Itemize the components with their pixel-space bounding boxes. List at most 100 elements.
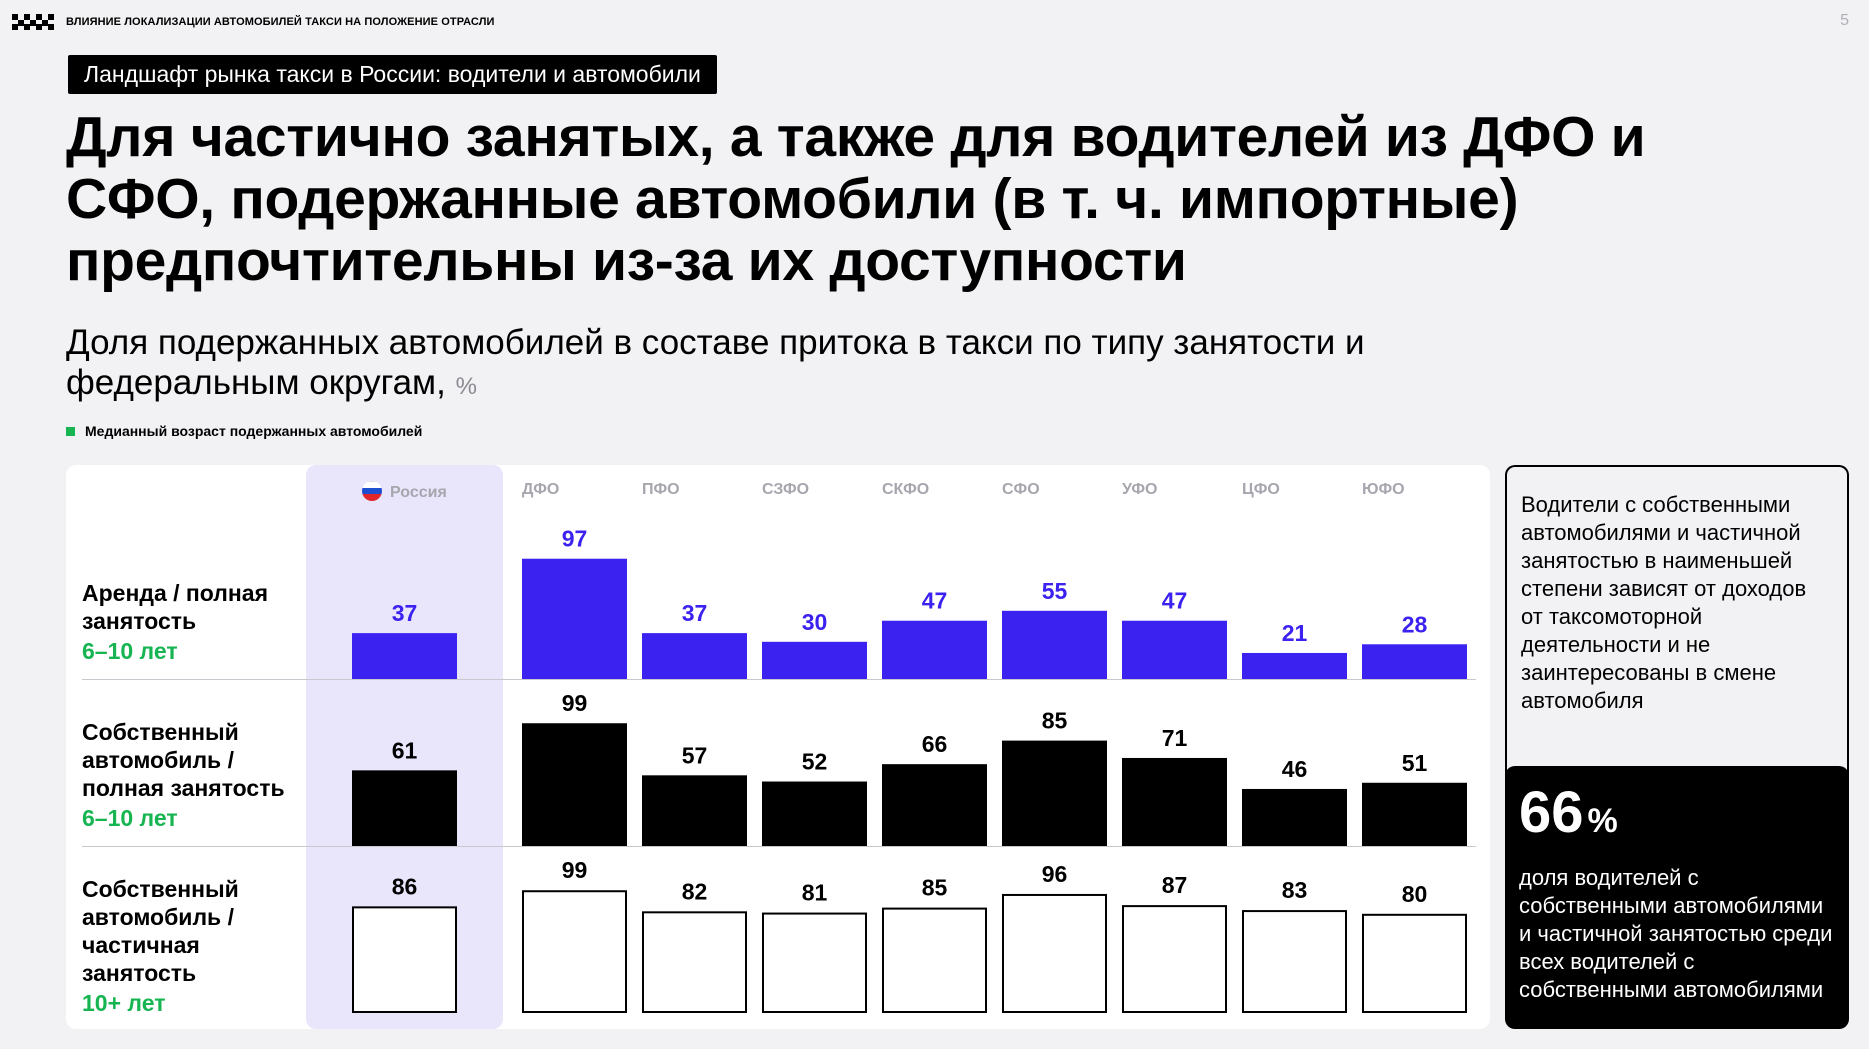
bar-3-ufo xyxy=(1122,905,1227,1013)
bar-2-yufo xyxy=(1362,782,1467,846)
legend: Медианный возраст подержанных автомобиле… xyxy=(66,423,422,439)
row-age: 10+ лет xyxy=(82,990,166,1016)
bar-2-skfo xyxy=(882,764,987,846)
data-label-1-ufo: 47 xyxy=(1162,588,1188,614)
data-label-2-skfo: 66 xyxy=(922,731,948,757)
page-title: Для частично занятых, а также для водите… xyxy=(66,105,1646,293)
bar-3-dfo xyxy=(522,890,627,1013)
region-label-skfo: СКФО xyxy=(882,481,929,499)
bar-2-szfo xyxy=(762,781,867,846)
region-label-text: ПФО xyxy=(642,481,680,498)
bar-1-ufo xyxy=(1122,620,1227,679)
stat-value: 66 xyxy=(1519,780,1584,845)
bar-2-russia xyxy=(352,770,457,846)
row-divider xyxy=(82,846,1476,847)
data-label-3-skfo: 85 xyxy=(922,875,948,901)
yandex-taxi-logo-icon xyxy=(12,14,56,30)
side-note: Водители с собственными автомобилями и ч… xyxy=(1505,465,1849,780)
region-label-dfo: ДФО xyxy=(522,481,559,499)
bar-1-pfo xyxy=(642,633,747,679)
chart-panel: Аренда / полная занятость 6–10 лет Собст… xyxy=(66,465,1490,1029)
data-label-1-sfo: 55 xyxy=(1042,578,1068,604)
bar-3-skfo xyxy=(882,907,987,1014)
region-label-text: ДФО xyxy=(522,481,560,498)
region-label-text: УФО xyxy=(1122,481,1158,498)
data-label-2-cfo: 46 xyxy=(1282,756,1308,782)
data-label-1-yufo: 28 xyxy=(1402,611,1428,637)
row-age: 6–10 лет xyxy=(82,805,178,831)
bar-2-sfo xyxy=(1002,740,1107,846)
region-label-pfo: ПФО xyxy=(642,481,680,499)
data-label-1-russia: 37 xyxy=(392,600,418,626)
region-label-russia: Россия xyxy=(362,481,447,502)
section-tag: Ландшафт рынка такси в России: водители … xyxy=(68,55,717,94)
legend-swatch xyxy=(66,426,75,436)
bar-3-yufo xyxy=(1362,913,1467,1013)
subtitle-unit: % xyxy=(455,373,477,400)
data-label-3-dfo: 99 xyxy=(562,857,588,883)
region-label-text: СЗФО xyxy=(762,481,810,498)
bar-1-szfo xyxy=(762,641,867,679)
data-label-3-szfo: 81 xyxy=(802,880,828,906)
data-label-2-szfo: 52 xyxy=(802,749,828,775)
bar-1-yufo xyxy=(1362,644,1467,679)
page-number: 5 xyxy=(1840,12,1849,29)
bar-1-dfo xyxy=(522,558,627,679)
row-label-text: Собственный автомобиль / частичная занят… xyxy=(82,876,239,986)
region-label-text: СКФО xyxy=(882,481,930,498)
side-stat-card: 66% доля водителей с собственными автомо… xyxy=(1505,766,1849,1029)
bar-3-russia xyxy=(352,906,457,1013)
stat-description: доля водителей с собственными автомобиля… xyxy=(1519,865,1833,1002)
data-label-3-pfo: 82 xyxy=(682,878,708,904)
data-label-3-ufo: 87 xyxy=(1162,872,1188,898)
bar-3-cfo xyxy=(1242,910,1347,1013)
bar-1-sfo xyxy=(1002,610,1107,679)
region-label-text: СФО xyxy=(1002,481,1040,498)
data-label-1-dfo: 97 xyxy=(562,526,588,552)
data-label-2-ufo: 71 xyxy=(1162,725,1188,751)
region-label-text: ЦФО xyxy=(1242,481,1280,498)
legend-label: Медианный возраст подержанных автомобиле… xyxy=(85,423,423,439)
data-label-3-russia: 86 xyxy=(392,873,418,899)
data-label-2-yufo: 51 xyxy=(1402,750,1428,776)
row-label-own-partial: Собственный автомобиль / частичная занят… xyxy=(82,875,312,1017)
row-label-text: Аренда / полная занятость xyxy=(82,580,268,634)
bar-3-pfo xyxy=(642,911,747,1014)
data-label-2-dfo: 99 xyxy=(562,690,588,716)
bar-2-dfo xyxy=(522,723,627,846)
row-age: 6–10 лет xyxy=(82,638,178,664)
data-label-2-russia: 61 xyxy=(392,737,418,763)
region-label-ufo: УФО xyxy=(1122,481,1157,499)
chart-subtitle: Доля подержанных автомобилей в составе п… xyxy=(66,323,1566,407)
bar-2-pfo xyxy=(642,775,747,846)
data-label-3-yufo: 80 xyxy=(1402,881,1428,907)
stat-value-row: 66% xyxy=(1519,778,1835,856)
bar-chart: 37 97 37 30 47 55 47 21 28 61 99 57 52 66 85 71 46 51 86 99… xyxy=(352,526,1467,1014)
bar-3-sfo xyxy=(1002,893,1107,1013)
bar-3-szfo xyxy=(762,912,867,1013)
data-label-1-szfo: 30 xyxy=(802,609,828,635)
data-label-1-cfo: 21 xyxy=(1282,620,1308,646)
data-label-1-pfo: 37 xyxy=(682,600,708,626)
subtitle-text: Доля подержанных автомобилей в составе п… xyxy=(66,323,1365,402)
region-label-cfo: ЦФО xyxy=(1242,481,1280,499)
region-label-text: Россия xyxy=(390,484,447,501)
data-label-3-sfo: 96 xyxy=(1042,861,1068,887)
stat-unit: % xyxy=(1587,802,1618,840)
row-label-rent-full: Аренда / полная занятость 6–10 лет xyxy=(82,579,312,665)
bar-2-cfo xyxy=(1242,788,1347,846)
header-title: ВЛИЯНИЕ ЛОКАЛИЗАЦИИ АВТОМОБИЛЕЙ ТАКСИ НА… xyxy=(66,16,495,28)
data-label-3-cfo: 83 xyxy=(1282,877,1308,903)
bar-1-cfo xyxy=(1242,652,1347,679)
region-label-szfo: СЗФО xyxy=(762,481,809,499)
row-label-text: Собственный автомобиль / полная занятост… xyxy=(82,719,285,801)
data-label-2-pfo: 57 xyxy=(682,742,708,768)
row-label-own-full: Собственный автомобиль / полная занятост… xyxy=(82,718,312,832)
data-label-1-skfo: 47 xyxy=(922,588,948,614)
region-label-sfo: СФО xyxy=(1002,481,1040,499)
row-divider xyxy=(82,679,1476,680)
region-label-yufo: ЮФО xyxy=(1362,481,1405,499)
bar-1-skfo xyxy=(882,620,987,679)
bar-1-russia xyxy=(352,633,457,679)
bar-2-ufo xyxy=(1122,757,1227,846)
